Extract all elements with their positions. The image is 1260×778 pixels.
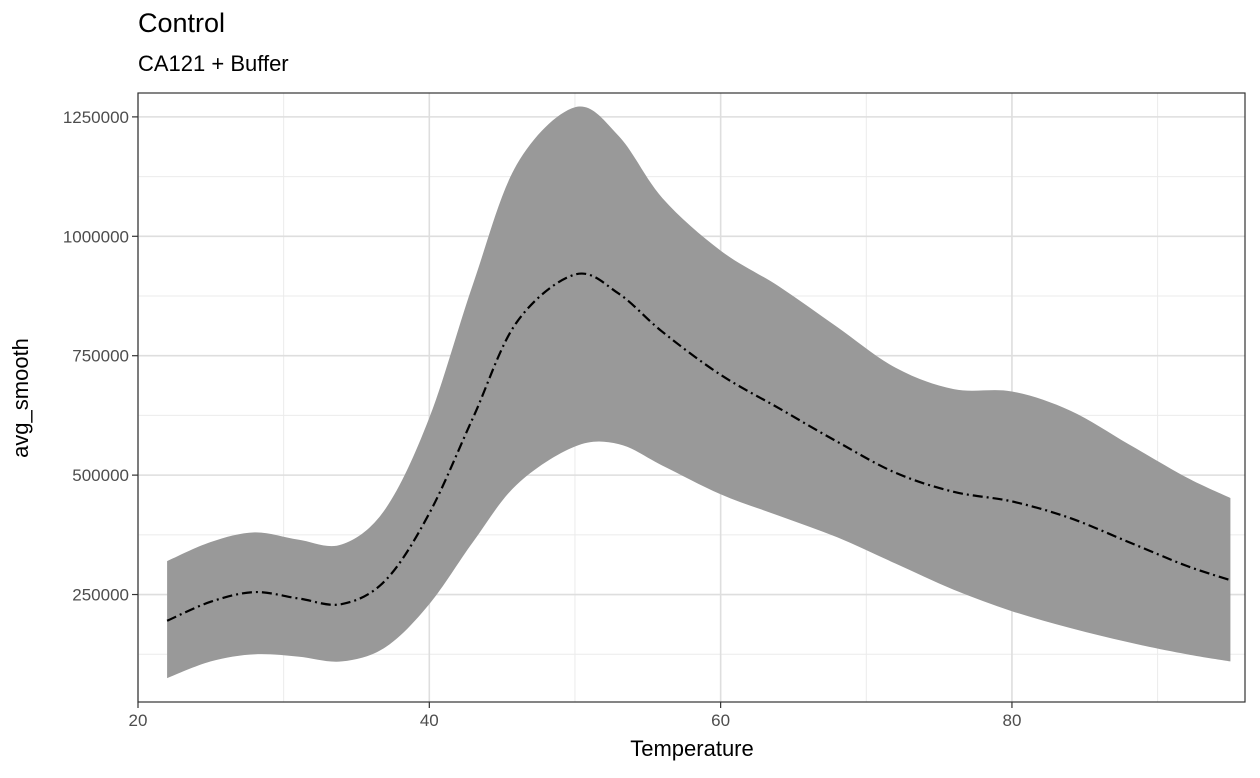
x-axis-ticks: 20 40 60 80 [129,702,1021,730]
y-tick-label: 500000 [72,466,129,485]
x-tick-label: 20 [129,711,148,730]
smooth-line [166,272,1231,622]
plot-panel-border [137,92,1246,703]
y-axis-ticks: 250000 500000 750000 1000000 1250000 [63,108,138,605]
x-tick-label: 60 [711,711,730,730]
y-tick-label: 750000 [72,347,129,366]
chart-subtitle: CA121 + Buffer [138,51,289,76]
x-axis-label: Temperature [630,736,754,761]
x-tick-label: 40 [420,711,439,730]
x-tick-label: 80 [1002,711,1021,730]
y-tick-label: 1250000 [63,108,129,127]
y-tick-label: 250000 [72,586,129,605]
y-tick-label: 1000000 [63,227,129,246]
confidence-band [167,106,1231,679]
chart-title: Control [138,8,226,38]
